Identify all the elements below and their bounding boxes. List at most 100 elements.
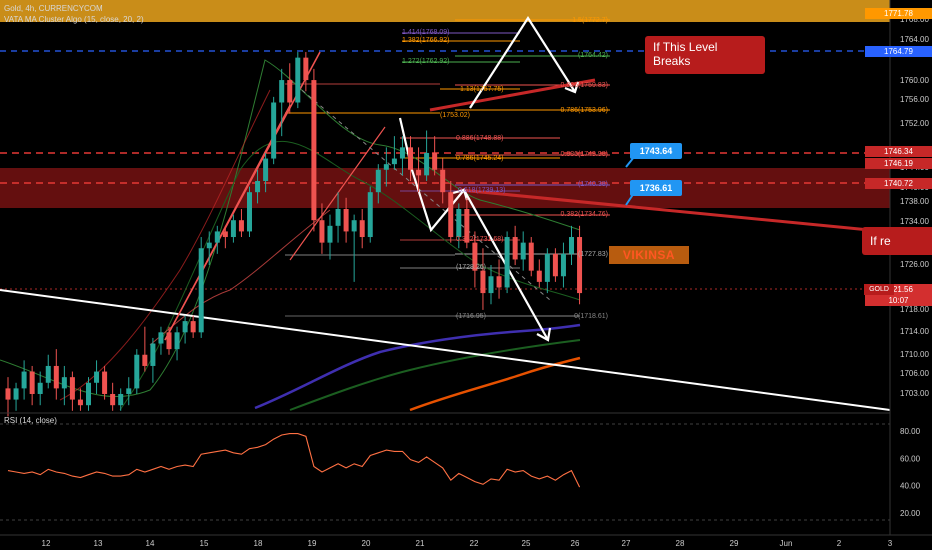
candle-body[interactable] [295,57,301,103]
candle-body[interactable] [86,382,91,406]
candle-body[interactable] [255,180,261,193]
candle-body[interactable] [528,242,534,271]
candle-body[interactable] [480,270,486,294]
time-axis[interactable]: 12 13 14 15 18 19 20 21 22 25 26 27 28 29 Jun 2 3 [42,539,893,548]
candle-body[interactable] [158,332,164,344]
brand-watermark: VIKINSA [609,246,689,264]
candle-body[interactable] [504,237,510,288]
price-tag-top: 1771.78 [865,8,932,19]
fib-label-upper: 1.382(1766.92) [402,37,449,44]
candle-body[interactable] [464,209,470,243]
candle-body[interactable] [391,158,397,165]
symbol-title: Gold, 4h, CURRENCYCOM [4,4,103,13]
candle-body[interactable] [214,231,220,243]
price-tick-label: 1752.00 [900,119,929,128]
candle-body[interactable] [544,253,550,282]
candle-body[interactable] [456,209,462,238]
candle-body[interactable] [375,169,381,193]
candle-body[interactable] [432,152,438,170]
candle-body[interactable] [416,169,422,176]
candle-body[interactable] [488,276,494,294]
candle-body[interactable] [142,354,148,366]
candle-body[interactable] [53,365,59,389]
candle-body[interactable] [448,192,454,238]
time-tick-label: 3 [888,539,893,548]
candle-body[interactable] [166,332,172,350]
candle-body[interactable] [134,354,140,389]
candle-body[interactable] [77,399,83,406]
candle-body[interactable] [512,237,518,260]
candle-body[interactable] [408,147,413,170]
candle-body[interactable] [230,220,236,238]
candle-body[interactable] [536,270,542,282]
candle-body[interactable] [21,371,27,389]
candle-body[interactable] [552,253,558,277]
candle-body[interactable] [496,276,502,288]
candle-body[interactable] [319,220,325,243]
candle-body[interactable] [279,80,285,103]
candle-body[interactable] [118,393,124,406]
candle-body[interactable] [383,164,389,170]
candle-body[interactable] [335,209,341,226]
channel-line-red [289,126,386,261]
time-tick-label: 18 [254,539,263,548]
fib-label-upper: 1.13(1757.75) [460,86,504,93]
candle-body[interactable] [45,365,51,383]
price-label-1743[interactable]: 1743.64 [630,143,682,159]
candle-body[interactable] [190,321,196,333]
fib-label-lower: 0.382(1731.68) [456,236,503,243]
candle-body[interactable] [37,382,43,394]
fib-label-right: 1.5(1772.7) [572,17,608,24]
rsi-tick-label: 80.00 [900,427,921,436]
fib-label-right: 0.382(1734.76) [561,211,608,218]
candle-body[interactable] [238,220,244,232]
price-label-1736[interactable]: 1736.61 [630,180,682,196]
candle-body[interactable] [351,220,357,232]
candle-body[interactable] [126,388,132,394]
candle-body[interactable] [247,192,252,232]
time-tick-label: 25 [522,539,531,548]
callout-level-breaks[interactable]: If This Level Breaks [645,36,765,74]
candle-body[interactable] [271,102,277,159]
candle-body[interactable] [287,80,293,103]
candle-body[interactable] [424,152,430,176]
price-tick-label: 1760.00 [900,76,929,85]
fib-label-right: 0.886(1749.98) [561,151,608,158]
candle-body[interactable] [206,242,212,249]
rsi-axis[interactable]: 80.00 60.00 40.00 20.00 [900,427,921,518]
candle-body[interactable] [5,388,11,400]
candle-body[interactable] [520,242,526,260]
candle-body[interactable] [569,237,574,254]
candle-body[interactable] [577,237,583,294]
candle-body[interactable] [367,192,373,238]
rsi-tick-label: 40.00 [900,482,921,491]
candle-body[interactable] [182,321,188,333]
candle-body[interactable] [440,169,446,193]
candle-body[interactable] [13,388,19,400]
candle-body[interactable] [263,158,269,181]
candle-body[interactable] [102,371,108,394]
candle-body[interactable] [198,248,204,333]
candle-body[interactable] [399,147,405,159]
candle-body[interactable] [69,377,75,400]
candle-body[interactable] [150,343,156,366]
candle-body[interactable] [311,80,317,221]
candle-body[interactable] [303,57,309,81]
candle-body[interactable] [472,242,478,271]
candle-body[interactable] [560,253,566,277]
candle-body[interactable] [29,371,35,394]
candle-body[interactable] [174,332,180,350]
candle-body[interactable] [94,371,100,383]
symbol-tag: GOLD [864,284,894,295]
indicator-title: VATA MA Cluster Algo (15, close, 20, 2) [4,15,144,24]
candle-body[interactable] [222,231,228,238]
resistance-top-band [0,0,890,22]
candle-body[interactable] [327,225,333,243]
callout-right[interactable]: If re [862,227,932,255]
candle-body[interactable] [61,377,67,389]
candle-body[interactable] [343,209,349,232]
price-axis[interactable]: 1768.001764.001760.001756.001752.001748.… [900,15,929,398]
candle-body[interactable] [110,393,116,406]
candle-body[interactable] [359,220,365,238]
